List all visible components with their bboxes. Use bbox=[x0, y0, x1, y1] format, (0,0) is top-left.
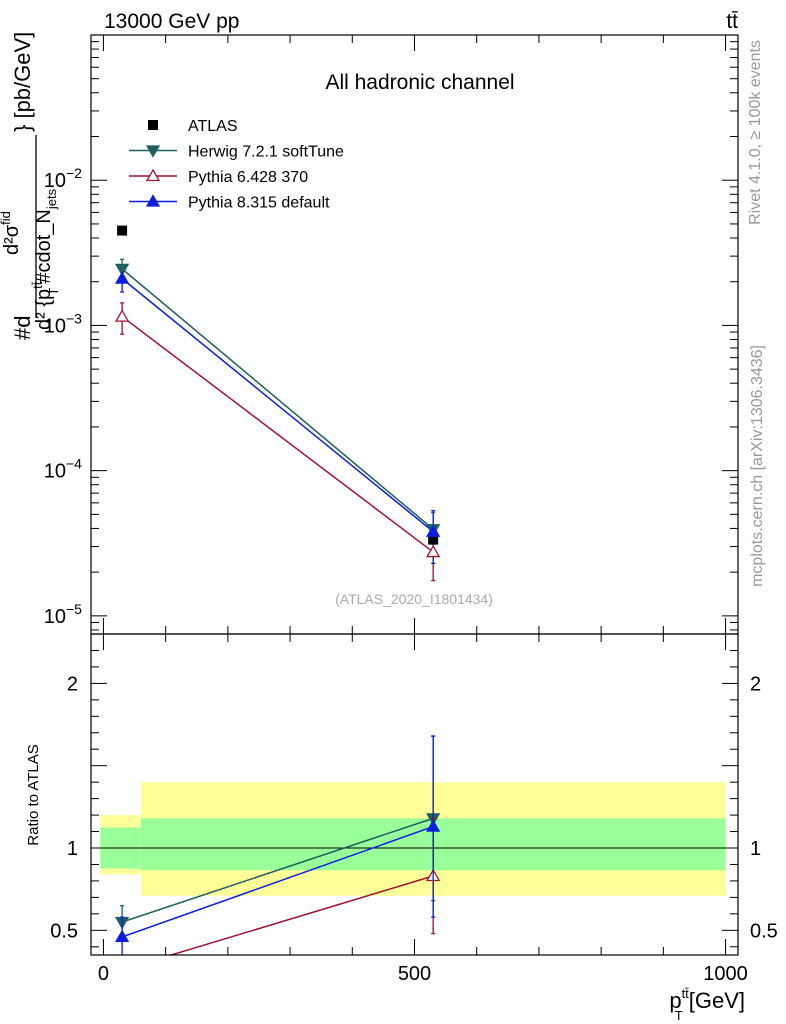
series-line-1 bbox=[121, 316, 434, 553]
ratio-point-2-0 bbox=[114, 929, 130, 943]
legend-marker-atlas bbox=[148, 120, 158, 130]
legend: ATLAS Herwig 7.2.1 softTune Pythia 6.428 3… bbox=[129, 118, 344, 212]
legend-label-2: Pythia 8.315 default bbox=[188, 195, 330, 212]
series-point-1-1 bbox=[426, 544, 441, 558]
side-label-bottom: mcplots.cern.ch [arXiv:1306.3436] bbox=[749, 345, 766, 587]
legend-marker-1 bbox=[145, 168, 161, 182]
y-label-numerator: d²σfid bbox=[0, 211, 23, 255]
series-line-2 bbox=[121, 278, 434, 533]
ratio-y-label: Ratio to ATLAS bbox=[25, 744, 42, 845]
ratio-point-2-1 bbox=[426, 819, 441, 832]
ratio-line-2 bbox=[121, 825, 434, 938]
ratio-line-1 bbox=[168, 875, 434, 955]
ratio-y-tick-label-r-0: 0.5 bbox=[750, 920, 778, 942]
y-axis-label: #d d²σfid d² {ptt̄T#cdot_Njets } [pb/GeV] bbox=[0, 32, 61, 340]
header-right: tt̄ bbox=[726, 10, 738, 33]
ratio-y-tick-label-l-0: 0.5 bbox=[50, 920, 78, 942]
y-tick-label-3: 10−2 bbox=[44, 165, 82, 192]
legend-label-1: Pythia 6.428 370 bbox=[188, 169, 308, 186]
side-label-top: Rivet 4.1.0, ≥ 100k events bbox=[747, 40, 764, 225]
y-tick-label-1: 10−4 bbox=[44, 456, 82, 483]
y-label-prefix: #d bbox=[10, 316, 35, 340]
ratio-y-tick-label-l-1: 1 bbox=[67, 838, 78, 860]
legend-marker-2 bbox=[145, 194, 161, 207]
ratio-y-tick-label-r-1: 1 bbox=[750, 838, 761, 860]
y-tick-label-2: 10−3 bbox=[44, 310, 82, 337]
header-left: 13000 GeV pp bbox=[104, 10, 239, 33]
ratio-y-tick-label-l-2: 2 bbox=[67, 673, 78, 695]
ratio-series-group bbox=[114, 735, 441, 975]
ratio-y-tick-label-r-2: 2 bbox=[750, 673, 761, 695]
legend-marker-0 bbox=[145, 145, 161, 158]
x-tick-label-500: 500 bbox=[398, 963, 431, 985]
ratio-line-0 bbox=[121, 817, 434, 923]
series-line-0 bbox=[121, 268, 434, 530]
series-point-0-0 bbox=[114, 263, 130, 277]
x-tick-label-1000: 1000 bbox=[703, 963, 748, 985]
plot-title: All hadronic channel bbox=[325, 71, 514, 94]
atlas-data-point-1 bbox=[428, 534, 439, 545]
series-point-1-0 bbox=[114, 309, 130, 322]
atlas-data-point-0 bbox=[117, 225, 128, 236]
y-tick-label-0: 10−5 bbox=[44, 601, 82, 628]
x-axis-label: ptt̄ T[GeV] bbox=[669, 986, 745, 1023]
legend-label-0: Herwig 7.2.1 softTune bbox=[188, 144, 344, 161]
y-label-denominator: d² {ptt̄T#cdot_Njets bbox=[30, 188, 61, 330]
x-tick-label-0: 0 bbox=[98, 963, 109, 985]
ratio-point-1-0 bbox=[116, 964, 128, 975]
series-point-2-0 bbox=[114, 271, 130, 284]
series-point-2-1 bbox=[426, 524, 441, 537]
legend-label-atlas: ATLAS bbox=[188, 118, 238, 135]
ratio-bands bbox=[91, 782, 738, 896]
analysis-label: (ATLAS_2020_I1801434) bbox=[335, 591, 493, 607]
y-label-unit: } [pb/GeV] bbox=[10, 32, 35, 132]
